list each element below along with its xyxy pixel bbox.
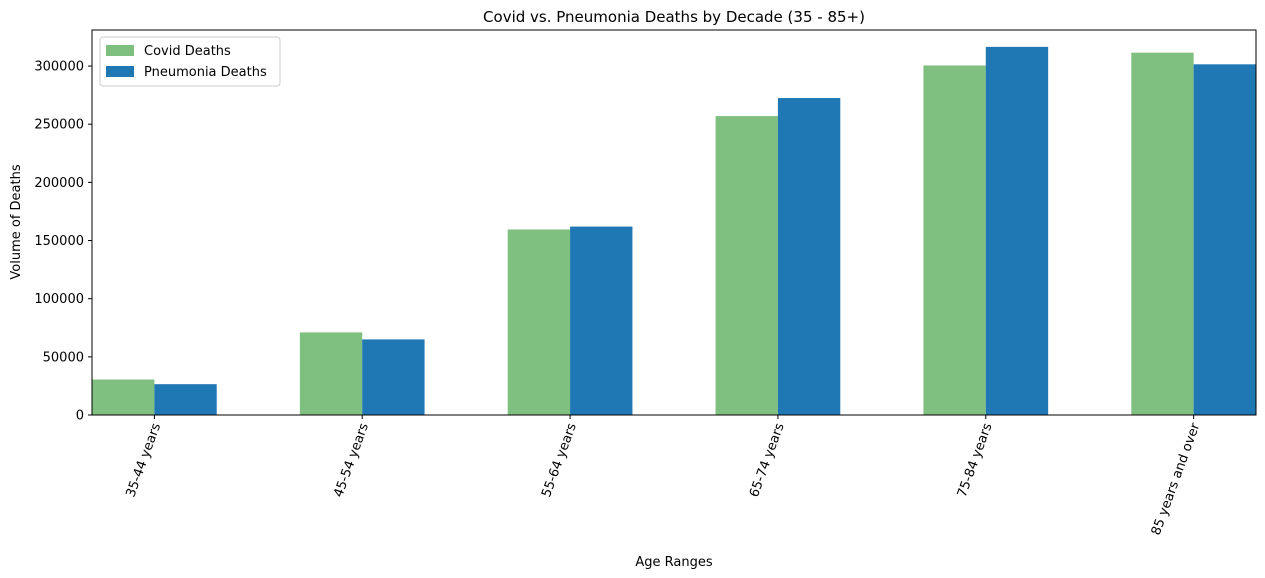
bar xyxy=(299,332,363,415)
plot-frame xyxy=(91,29,1257,416)
x-tick-label: 35-44 years xyxy=(123,421,164,499)
plot-area: 0 50000 100000 150000 200000 250000 300000 35-4… xyxy=(34,29,1257,538)
y-tick-label: 0 xyxy=(76,409,84,424)
x-tick-label: 75-84 years xyxy=(955,421,996,499)
legend-label: Pneumonia Deaths xyxy=(144,65,267,80)
bar xyxy=(923,65,986,415)
legend-box xyxy=(99,36,281,87)
y-tick-label: 250000 xyxy=(34,118,84,133)
legend-label: Covid Deaths xyxy=(144,44,231,59)
legend-swatch xyxy=(106,45,134,56)
x-tick-label: 45-54 years xyxy=(331,421,372,499)
bar xyxy=(715,116,778,415)
bar xyxy=(154,384,217,415)
y-tick-label: 100000 xyxy=(34,292,84,307)
bar xyxy=(1131,52,1194,416)
chart-title: Covid vs. Pneumonia Deaths by Decade (35… xyxy=(483,8,865,26)
bar xyxy=(507,229,571,415)
bar xyxy=(570,226,633,415)
y-tick-label: 50000 xyxy=(43,350,84,365)
x-tick-label: 55-64 years xyxy=(539,421,580,499)
bar xyxy=(92,379,155,415)
x-tick-label: 65-74 years xyxy=(747,421,788,499)
x-tick-label: 85 years and over xyxy=(1149,421,1204,538)
y-tick-label: 200000 xyxy=(34,176,84,191)
series-2 xyxy=(154,46,1256,416)
x-axis-label: Age Ranges xyxy=(635,555,712,570)
y-tick-label: 300000 xyxy=(34,60,84,75)
legend: Covid Deaths Pneumonia Deaths xyxy=(99,36,281,87)
bar xyxy=(1193,64,1256,415)
y-tick-label: 150000 xyxy=(34,234,84,249)
bar xyxy=(985,46,1049,416)
bar xyxy=(777,98,841,415)
legend-swatch xyxy=(106,66,134,77)
bar xyxy=(362,339,425,415)
series-1 xyxy=(92,52,1194,416)
y-axis-label: Volume of Deaths xyxy=(9,164,24,279)
